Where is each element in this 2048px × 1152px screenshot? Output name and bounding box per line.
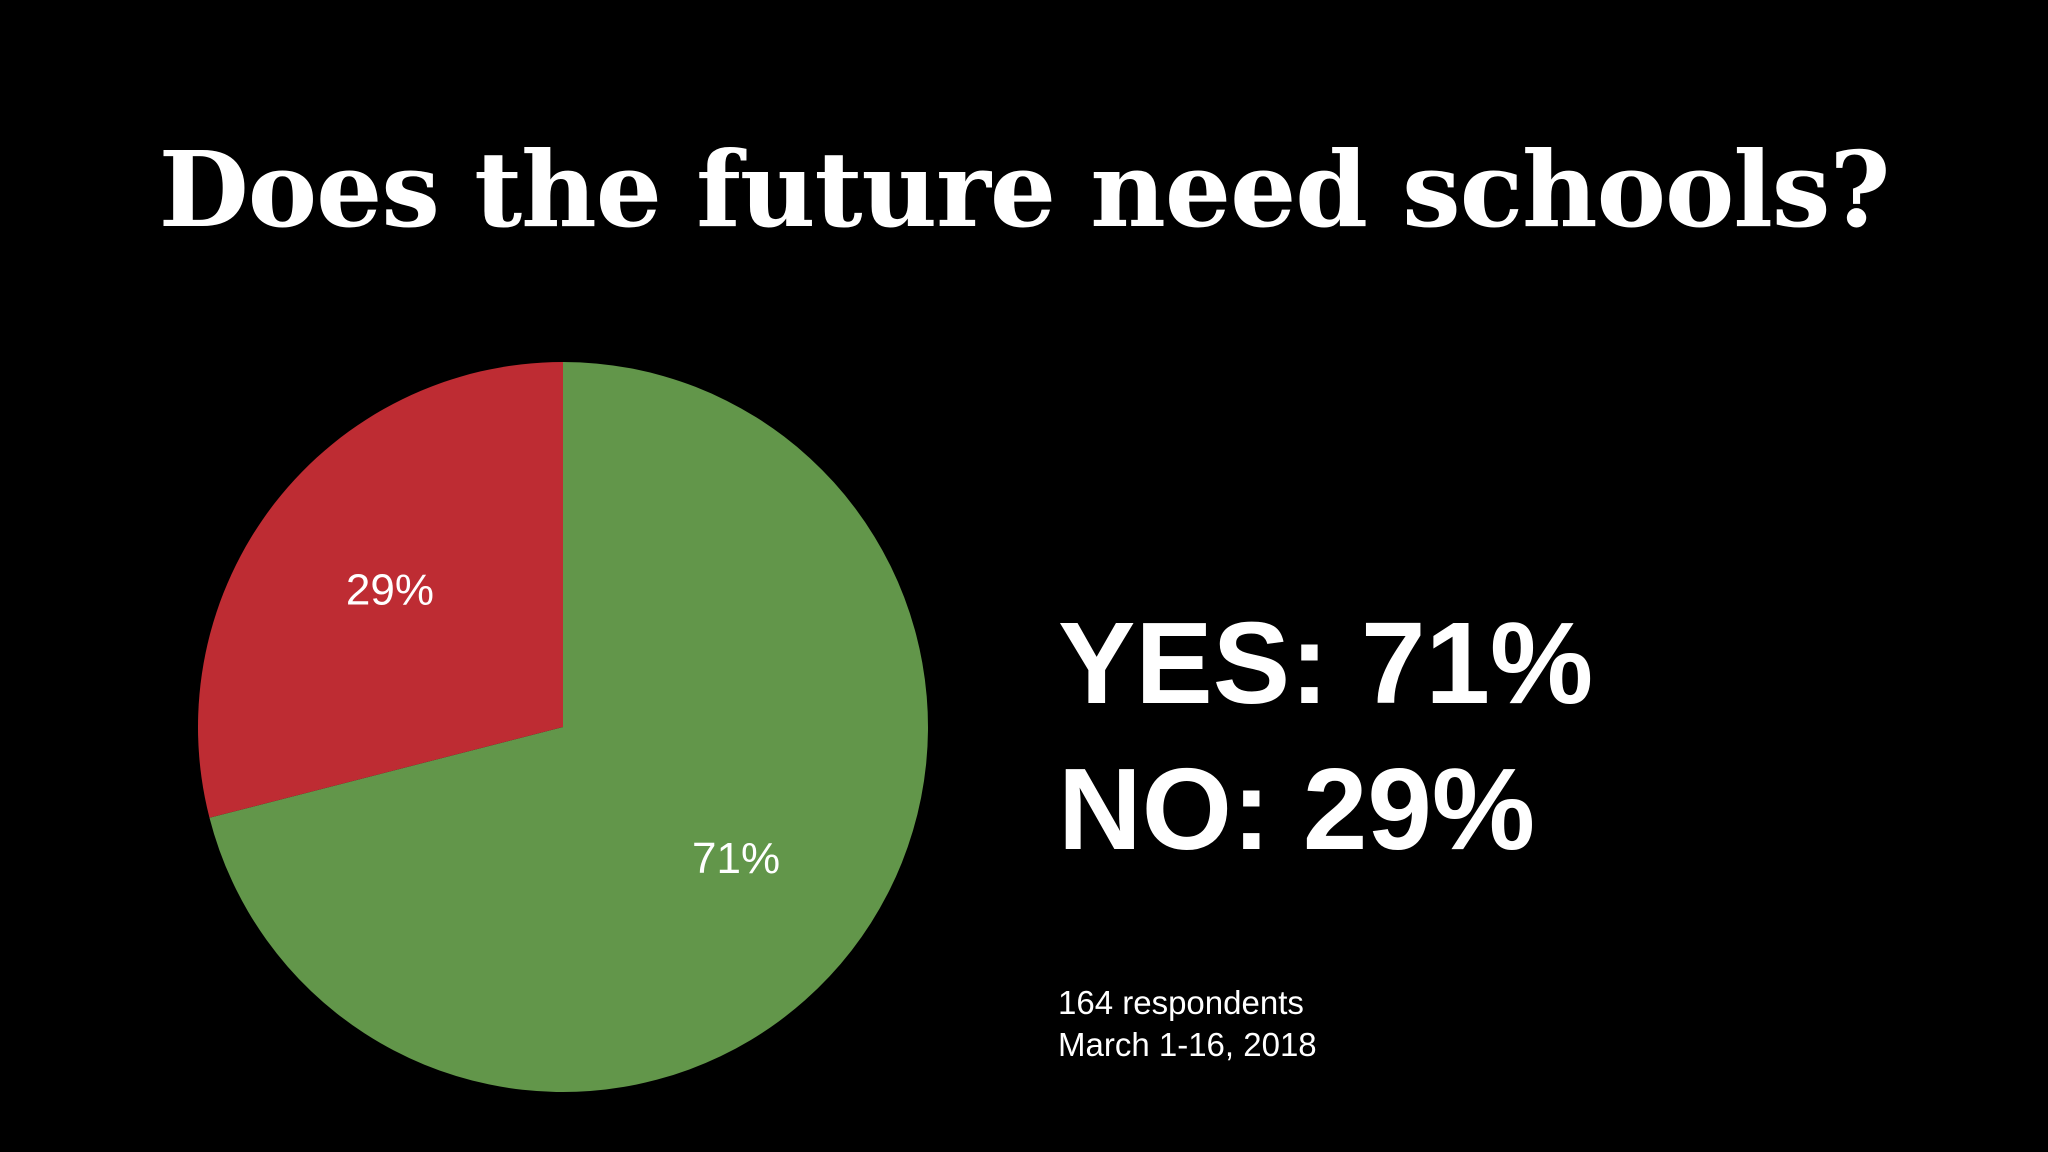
chart-title: Does the future need schools?	[158, 128, 1891, 251]
summary-yes: YES: 71%	[1058, 598, 1594, 728]
pie-slice-yes	[209, 362, 928, 1092]
pie-slices	[198, 362, 928, 1092]
pie-label-yes: 71%	[692, 834, 780, 883]
summary-no: NO: 29%	[1058, 744, 1536, 874]
pie-slice-no	[198, 362, 564, 818]
survey-dates: March 1-16, 2018	[1058, 1026, 1317, 1063]
respondents-count: 164 respondents	[1058, 984, 1304, 1021]
footnote: 164 respondents March 1-16, 2018	[1058, 982, 1317, 1066]
pie-label-no: 29%	[346, 565, 434, 614]
pie-labels: 71% 29%	[346, 565, 780, 882]
summary-block: YES: 71% NO: 29%	[1058, 590, 1593, 882]
